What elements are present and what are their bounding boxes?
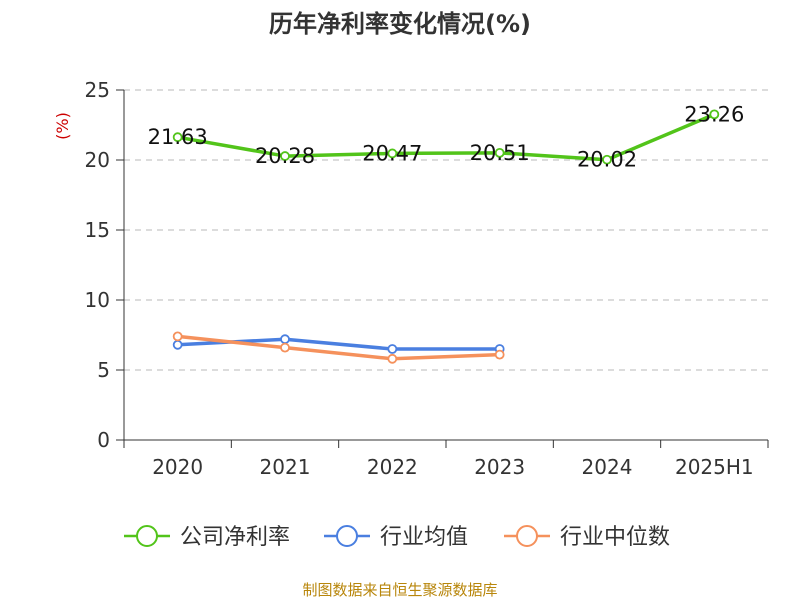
series-line — [177, 334, 500, 361]
source-note: 制图数据来自恒生聚源数据库 — [302, 581, 497, 599]
data-label: 23.26 — [684, 102, 744, 126]
data-point — [172, 331, 183, 342]
x-tick-label: 2024 — [582, 455, 633, 479]
y-tick-label: 10 — [85, 288, 110, 312]
data-label: 20.02 — [577, 148, 637, 172]
data-point — [280, 151, 290, 161]
data-point — [172, 339, 183, 350]
legend: 公司净利率 行业均值 行业中位数 — [124, 525, 670, 550]
legend-item: 行业均值 — [324, 525, 468, 550]
data-label: 21.63 — [148, 125, 208, 149]
data-labels: 21.63 20.28 20.47 20.51 20.02 23.26 — [148, 102, 745, 171]
y-tick-label: 15 — [85, 218, 110, 242]
series-line — [177, 112, 716, 162]
x-tick-label: 2021 — [260, 455, 311, 479]
data-point — [387, 148, 398, 159]
x-tick-label: 2020 — [152, 455, 203, 479]
x-tick-label: 2025H1 — [675, 455, 754, 479]
legend-label: 行业均值 — [380, 525, 468, 550]
data-point — [494, 349, 505, 360]
legend-label: 行业中位数 — [560, 525, 670, 550]
legend-item: 公司净利率 — [124, 525, 290, 550]
data-point — [172, 132, 183, 143]
data-point — [387, 344, 398, 354]
chart-title: 历年净利率变化情况(%) — [269, 10, 531, 38]
series-layer — [172, 109, 720, 364]
data-point — [280, 342, 290, 353]
y-tick-label: 5 — [97, 358, 110, 382]
data-point — [280, 334, 290, 345]
data-point — [602, 154, 612, 165]
data-point — [494, 147, 505, 158]
y-tick-label: 20 — [85, 148, 110, 172]
axes: 0 5 10 15 20 25 2020 2021 2022 2023 2024 2025H1 — [85, 78, 769, 479]
y-tick-label: 25 — [85, 78, 110, 102]
data-point — [709, 109, 720, 120]
legend-item: 行业中位数 — [504, 525, 670, 550]
data-point — [387, 353, 398, 364]
legend-swatch-marker — [136, 525, 158, 547]
y-axis-unit: (%) — [53, 112, 72, 140]
x-tick-label: 2023 — [474, 455, 525, 479]
legend-swatch-marker — [336, 525, 358, 547]
data-label: 20.28 — [255, 144, 315, 168]
legend-swatch-marker — [516, 525, 538, 547]
legend-label: 公司净利率 — [180, 525, 290, 550]
data-label: 20.51 — [470, 141, 530, 165]
x-tick-label: 2022 — [367, 455, 418, 479]
data-label: 20.47 — [362, 141, 422, 165]
y-tick-label: 0 — [97, 428, 110, 452]
grid-lines — [124, 89, 768, 371]
